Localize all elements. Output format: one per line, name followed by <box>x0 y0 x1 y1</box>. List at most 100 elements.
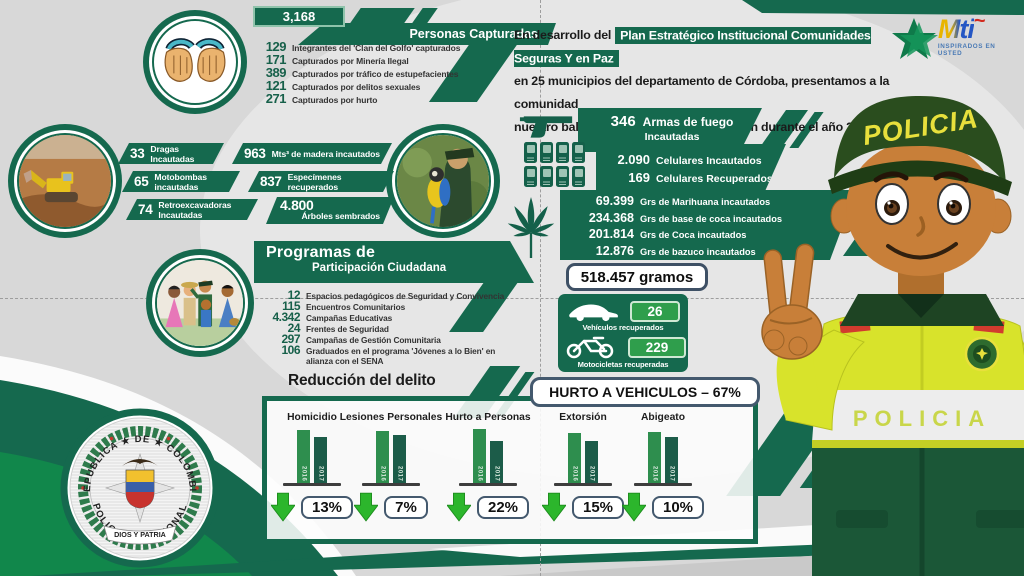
bar-baseline <box>283 483 341 486</box>
bar-2017: 2017 <box>585 441 598 483</box>
horizontal-dashed-guide <box>0 298 1024 299</box>
bar-pair: 2016 2017 <box>568 426 598 483</box>
env-label: Retroexcavadoras Incautadas <box>158 199 232 220</box>
cannabis-leaf-icon <box>507 197 555 258</box>
program-value: 12 <box>287 288 301 302</box>
bar-year-label: 2016 <box>476 465 483 481</box>
program-label: Campañas Educativas <box>306 313 393 323</box>
phones-value: 2.090 <box>617 152 650 167</box>
cellphone-icon <box>524 142 537 163</box>
drug-label: Grs de Marihuana incautados <box>640 197 771 207</box>
drug-label: Grs de base de coca incautados <box>640 213 783 224</box>
down-arrow-icon <box>621 492 646 522</box>
bar-year-label: 2016 <box>571 465 578 481</box>
excavator-photo-circle <box>8 124 122 238</box>
down-arrow-icon <box>541 492 566 522</box>
env-label: Mts³ de madera incautados <box>271 148 380 159</box>
cellphone-icon <box>572 166 585 187</box>
category-label: Lesiones Personales <box>339 412 443 423</box>
capture-label: Capturados por Minería Ilegal <box>292 56 409 66</box>
drug-value: 201.814 <box>588 227 634 241</box>
bar-baseline <box>459 483 517 486</box>
chart-title: Reducción del delito <box>288 372 436 389</box>
program-value: 297 <box>281 332 300 346</box>
bar-year-label: 2017 <box>588 465 595 481</box>
firearms-label1: Armas de fuego <box>642 115 734 129</box>
bar-year-label: 2017 <box>317 465 324 481</box>
cellphone-icon <box>540 142 553 163</box>
firearms-label2: Incautadas <box>644 131 700 143</box>
capture-value: 271 <box>265 91 287 106</box>
capture-value: 171 <box>265 52 287 67</box>
reduction-pct: 10% <box>651 495 705 519</box>
drug-label: Grs de bazuco incautados <box>640 246 756 257</box>
programs-title-line2: Participación Ciudadana <box>312 262 447 274</box>
bar-baseline <box>554 483 612 486</box>
program-value: 24 <box>287 321 301 335</box>
cellphone-icon <box>572 142 585 163</box>
capture-label: Integrantes del 'Clan del Golfo' captura… <box>292 43 461 53</box>
env-value: 4.800 <box>280 197 314 213</box>
excavator-photo <box>19 135 111 227</box>
bar-year-label: 2017 <box>668 465 675 481</box>
category-label: Abigeato <box>640 412 686 423</box>
handcuffs-icon <box>164 38 226 82</box>
bar-2016: 2016 <box>473 429 486 483</box>
phones-label: Celulares Recuperados <box>656 173 773 185</box>
police-mascot: POLICIA POLICIA <box>761 96 1024 576</box>
bar-2016: 2016 <box>568 433 581 483</box>
bar-pair: 2016 2017 <box>648 426 678 483</box>
bar-year-label: 2016 <box>379 465 386 481</box>
officer-parrot-photo <box>397 135 489 227</box>
star-icon <box>892 18 938 59</box>
capture-value: 389 <box>265 65 287 80</box>
motorcycles-caption: Motocicletas recuperadas <box>577 360 669 369</box>
police-national-emblem: ★ REPUBLICA ★ DE ★ COLOMBIA ★ POLICIA ★ … <box>60 408 220 568</box>
emblem-banner: DIOS Y PATRIA <box>114 530 166 539</box>
car-icon <box>569 304 618 322</box>
brand-swoosh-icon: ~ <box>973 10 986 32</box>
bar-2016: 2016 <box>297 430 310 483</box>
cellphone-icon <box>556 142 569 163</box>
captures-circle <box>143 10 247 114</box>
brand-tagline: INSPIRADOS EN USTED <box>937 43 996 57</box>
phones-label: Celulares Incautados <box>656 155 762 167</box>
bar-baseline <box>634 483 692 486</box>
category-label: Homicidio <box>287 412 337 423</box>
chart-group-hurto-personas: Hurto a Personas 2016 2017 22% <box>431 412 545 522</box>
down-arrow-icon <box>446 492 471 522</box>
officer-parrot-photo-circle <box>386 124 500 238</box>
category-label: Extorsión <box>559 412 607 423</box>
community-programs-circle <box>146 249 254 357</box>
captures-title: Personas Capturadas <box>409 27 538 41</box>
reduction-pct: 13% <box>300 495 354 519</box>
program-value: 4.342 <box>272 310 300 324</box>
vertical-dashed-guide <box>540 0 541 576</box>
program-value: 106 <box>281 343 300 357</box>
bar-2017: 2017 <box>314 437 327 483</box>
bar-year-label: 2017 <box>396 465 403 481</box>
cellphone-icon-grid <box>524 142 590 187</box>
drug-value: 69.399 <box>595 194 634 208</box>
category-label: Hurto a Personas <box>445 412 531 423</box>
env-label: Motobombas incautadas <box>154 171 207 192</box>
cellphone-icon <box>540 166 553 187</box>
chart-group-lesiones: Lesiones Personales 2016 2017 7% <box>334 412 448 522</box>
bar-2017: 2017 <box>393 435 406 483</box>
chart-group-abigeato: Abigeato 2016 2017 10% <box>606 412 720 522</box>
drugs-total-box: 518.457 gramos <box>566 263 708 291</box>
capture-label: Capturados por tráfico de estupefaciente… <box>292 69 459 79</box>
motorcycle-icon <box>566 336 614 359</box>
family-cartoon <box>157 260 243 346</box>
mascot-vest-text: POLICIA <box>853 406 991 431</box>
chart-group-extorsion: Extorsión 2016 2017 15% <box>526 412 640 522</box>
firearms-value: 346 <box>610 113 636 130</box>
captures-total-badge: 3,168 <box>253 6 345 27</box>
env-value: 963 <box>244 146 266 161</box>
program-label: Graduados en el programa 'Jóvenes a lo B… <box>306 346 496 366</box>
chart-callout: HURTO A VEHICULOS – 67% <box>530 377 760 407</box>
capture-label: Capturados por delitos sexuales <box>292 82 421 92</box>
bar-pair: 2016 2017 <box>297 426 327 483</box>
bar-year-label: 2016 <box>651 465 658 481</box>
drugs-band: 69.399 Grs de Marihuana incautados 234.36… <box>560 190 856 260</box>
